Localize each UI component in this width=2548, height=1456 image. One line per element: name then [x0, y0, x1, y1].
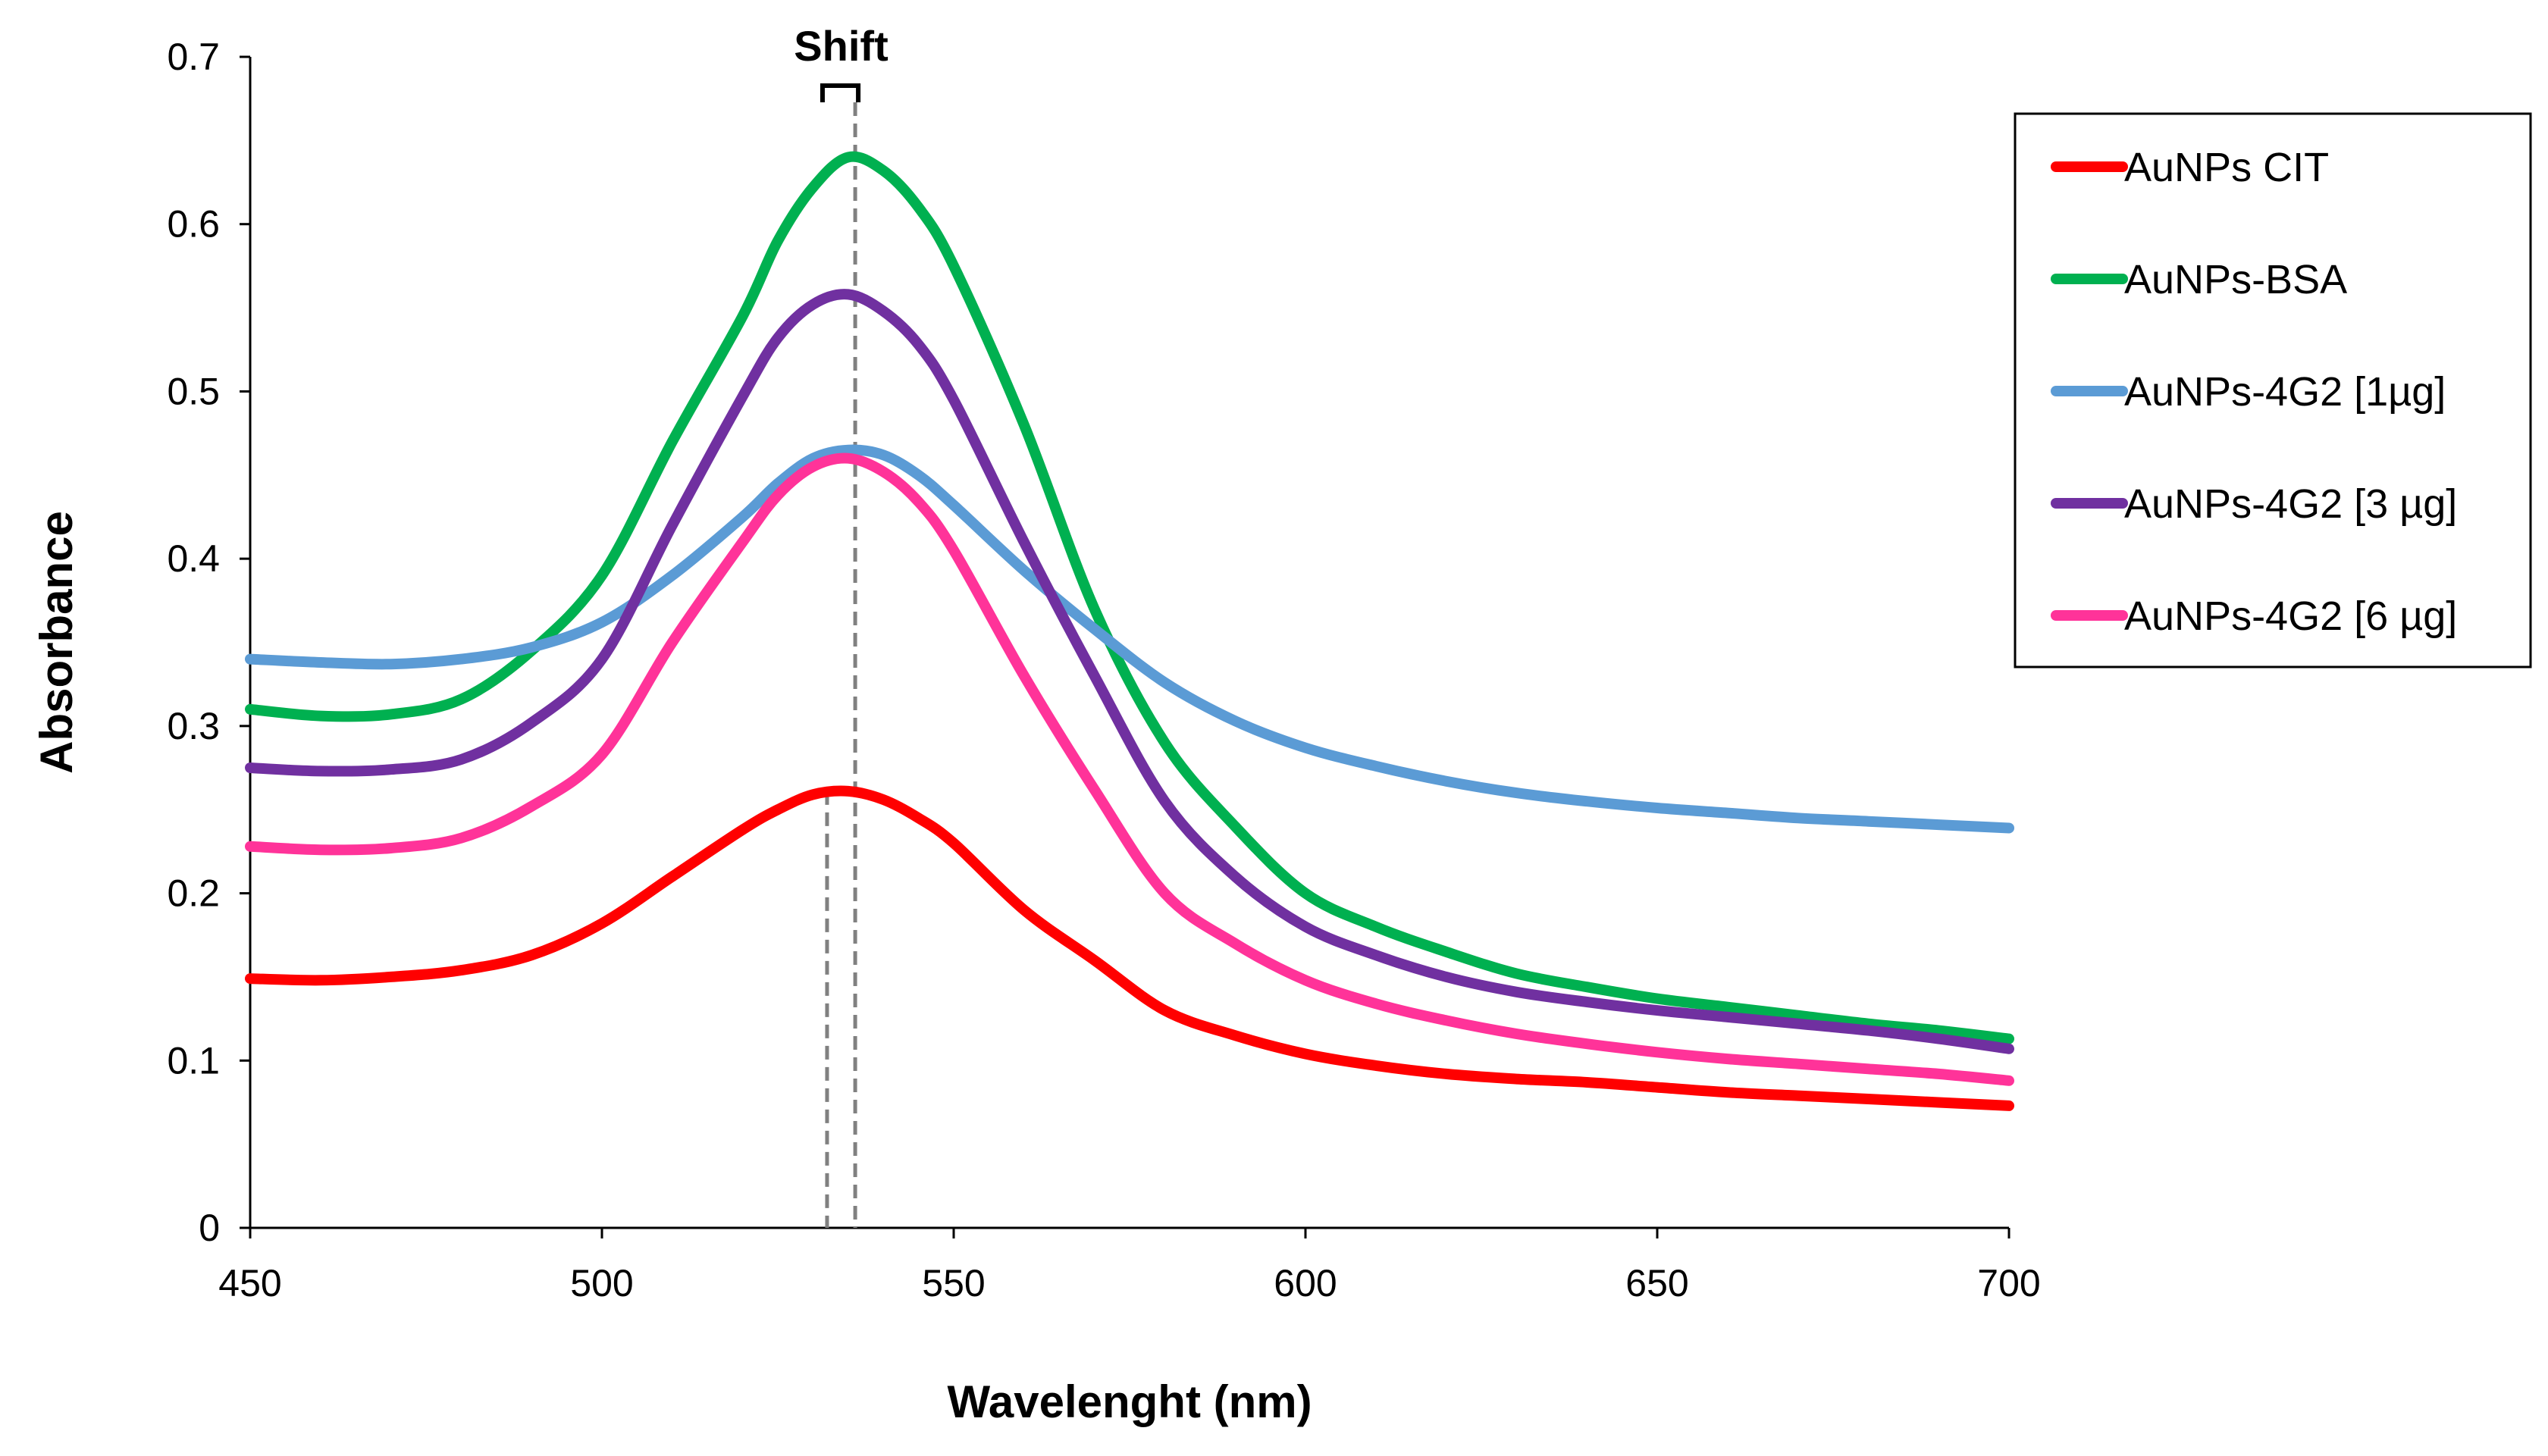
series-lines	[245, 151, 2014, 1111]
y-tick-label: 0.1	[167, 1039, 220, 1082]
x-axis-title: Wavelenght (nm)	[947, 1376, 1312, 1427]
x-tick-label: 550	[922, 1262, 985, 1304]
legend-label: AuNPs-4G2 [3 µg]	[2124, 481, 2457, 527]
series-line-aunps-4g2-3-g	[245, 289, 2014, 1054]
y-tick-label: 0	[199, 1207, 220, 1249]
legend-label: AuNPs-4G2 [6 µg]	[2124, 593, 2457, 639]
x-axis-ticks: 450 500 550 600 650 700	[218, 1228, 2041, 1304]
y-axis-title: Absorbance	[31, 511, 82, 774]
legend: AuNPs CIT AuNPs-BSA AuNPs-4G2 [1µg] AuNPs-4…	[2014, 112, 2532, 669]
x-tick-label: 650	[1625, 1262, 1688, 1304]
series-line-aunps-cit	[245, 785, 2014, 1111]
shift-bracket	[820, 83, 861, 102]
legend-label: AuNPs CIT	[2124, 145, 2329, 190]
axes	[249, 57, 2009, 1229]
y-tick-label: 0.3	[167, 705, 220, 747]
x-tick-label: 450	[218, 1262, 281, 1304]
y-tick-label: 0.2	[167, 872, 220, 915]
series-line-aunps-bsa	[245, 151, 2014, 1044]
y-tick-label: 0.7	[167, 36, 220, 78]
y-tick-label: 0.4	[167, 537, 220, 580]
series-line-aunps-4g2-6-g	[245, 452, 2014, 1086]
shift-annotation	[820, 83, 861, 1228]
y-tick-label: 0.5	[167, 370, 220, 412]
y-axis-ticks: 0 0.1 0.2 0.3 0.4 0.5 0.6 0.7	[167, 36, 250, 1249]
shift-label: Shift	[794, 22, 888, 70]
legend-label: AuNPs-BSA	[2124, 257, 2347, 302]
x-tick-label: 700	[1977, 1262, 2040, 1304]
x-tick-label: 500	[570, 1262, 633, 1304]
legend-label: AuNPs-4G2 [1µg]	[2124, 369, 2446, 415]
y-tick-label: 0.6	[167, 203, 220, 246]
x-tick-label: 600	[1274, 1262, 1337, 1304]
